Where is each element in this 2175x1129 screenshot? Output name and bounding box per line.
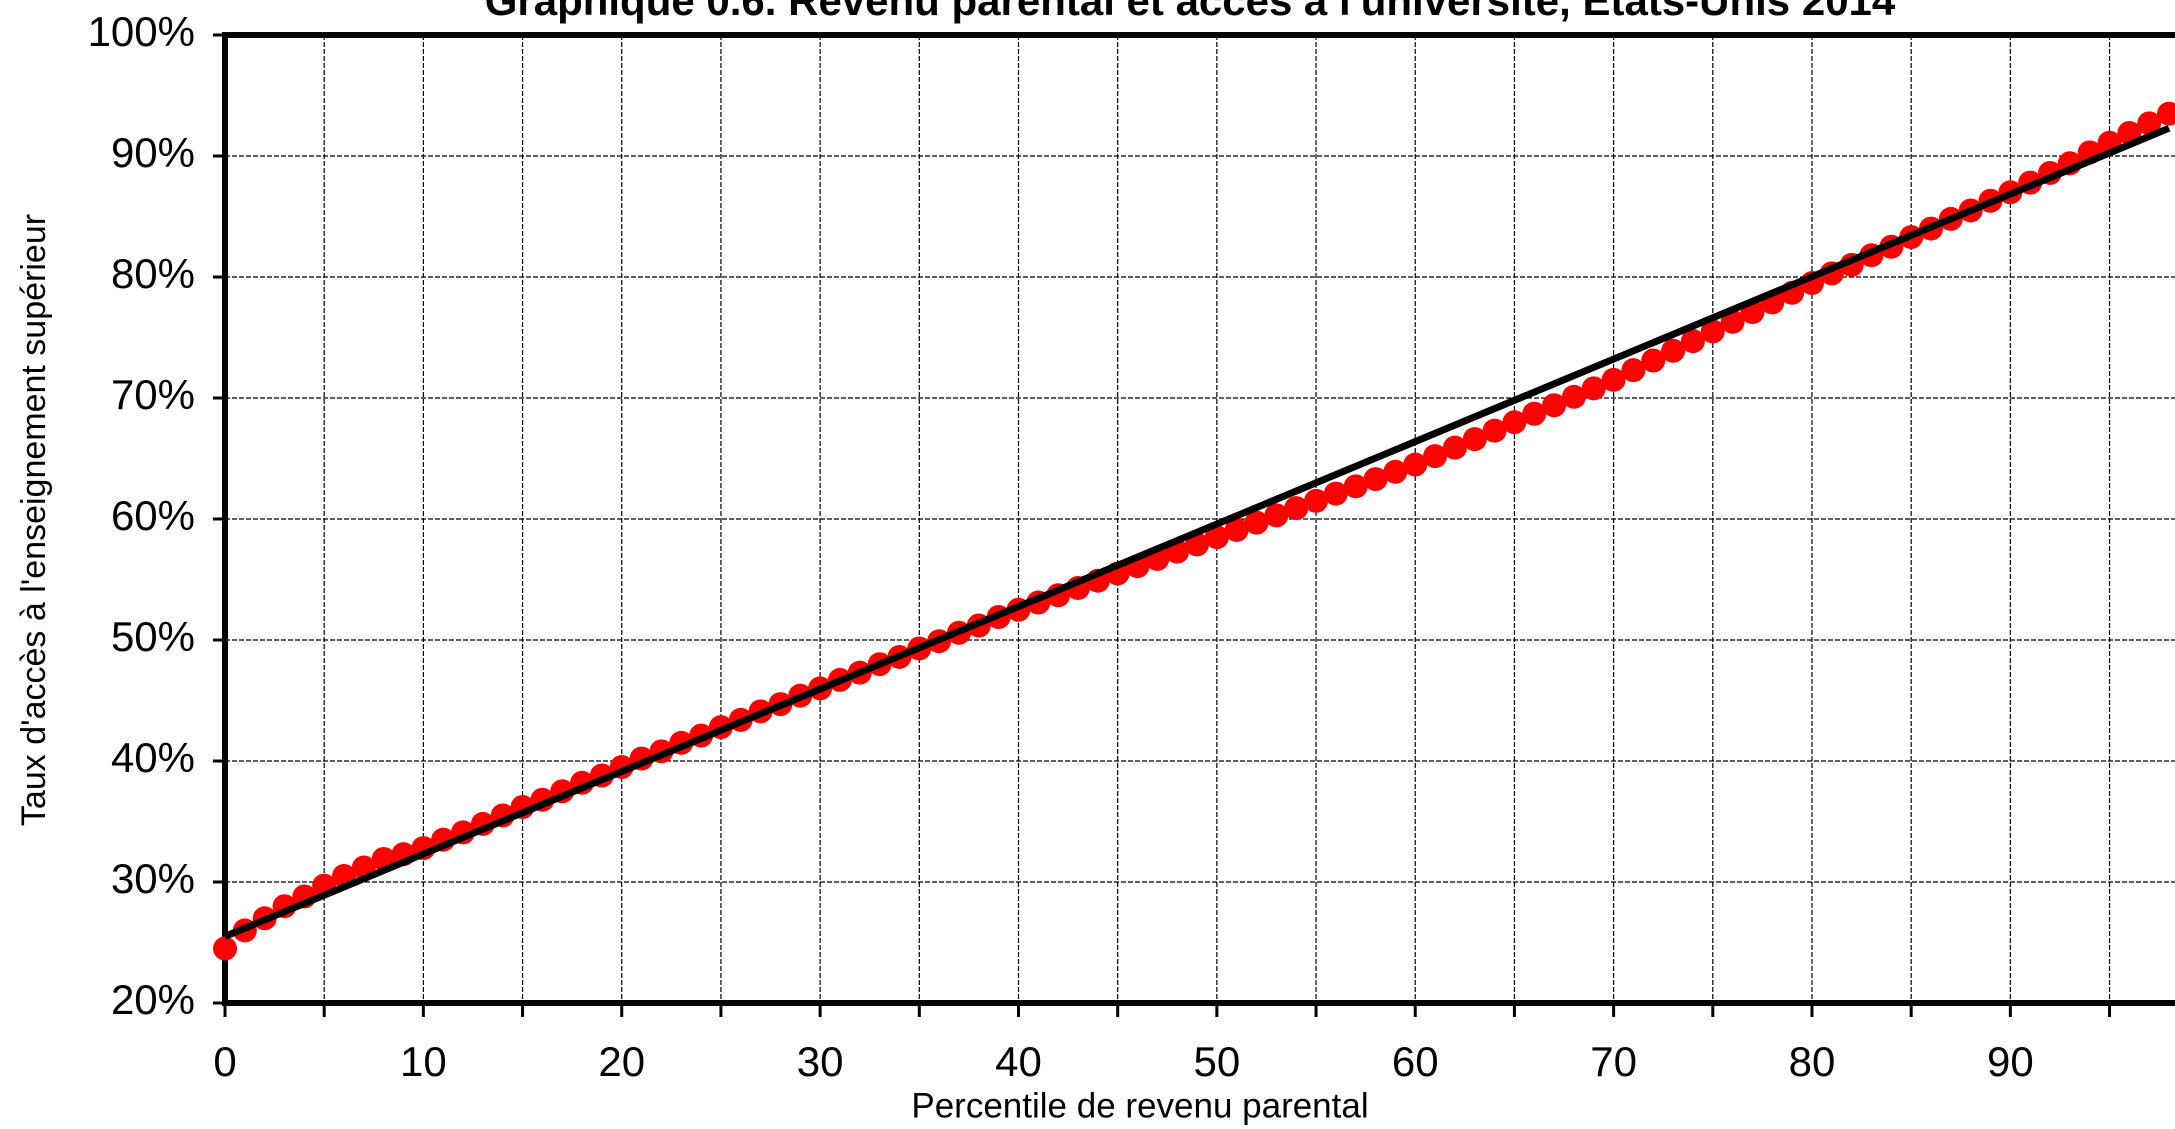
y-tick-label: 100% — [88, 8, 195, 55]
x-tick-label: 50 — [1194, 1038, 1241, 1085]
data-point — [1502, 410, 1527, 435]
data-point — [1304, 488, 1329, 513]
x-tick-label: 80 — [1789, 1038, 1836, 1085]
data-point — [1621, 358, 1646, 383]
data-point — [1581, 376, 1606, 401]
x-tick-label: 70 — [1590, 1038, 1637, 1085]
data-point — [213, 936, 237, 961]
data-point — [1482, 418, 1507, 443]
data-point — [1522, 401, 1547, 426]
data-point — [1204, 525, 1229, 550]
y-tick-label: 50% — [111, 613, 195, 660]
x-tick-label: 0 — [213, 1038, 236, 1085]
data-point — [1462, 427, 1487, 452]
y-tick-label: 70% — [111, 371, 195, 418]
x-axis-title: Percentile de revenu parental — [911, 1086, 1368, 1125]
data-point — [1323, 481, 1348, 506]
data-point — [1661, 338, 1686, 363]
x-tick-label: 30 — [797, 1038, 844, 1085]
data-point — [1700, 319, 1725, 344]
data-point — [2137, 111, 2162, 136]
x-tick-label: 90 — [1987, 1038, 2034, 1085]
data-point — [1641, 348, 1666, 373]
data-point — [1601, 367, 1626, 392]
x-tick-label: 60 — [1392, 1038, 1439, 1085]
data-point — [1343, 474, 1368, 499]
y-tick-label: 80% — [111, 250, 195, 297]
x-tick-label: 40 — [995, 1038, 1042, 1085]
data-point — [1442, 435, 1467, 460]
data-point — [2157, 101, 2175, 126]
data-point — [1363, 467, 1388, 492]
data-point — [1561, 384, 1586, 409]
y-tick-label: 30% — [111, 855, 195, 902]
y-tick-label: 60% — [111, 492, 195, 539]
data-point — [1423, 444, 1448, 469]
data-point — [1224, 517, 1249, 542]
fit-line — [223, 124, 2171, 940]
data-point — [1680, 329, 1705, 354]
y-axis-title: Taux d'accès à l'enseignement supérieur — [15, 214, 53, 826]
y-tick-label: 90% — [111, 129, 195, 176]
data-point — [1403, 452, 1428, 477]
data-point — [1284, 496, 1309, 521]
x-tick-label: 10 — [400, 1038, 447, 1085]
x-tick-label: 20 — [598, 1038, 645, 1085]
data-point — [1264, 503, 1289, 528]
chart-title: Graphique 0.6. Revenu parental et accès … — [485, 0, 1896, 24]
y-tick-label: 40% — [111, 734, 195, 781]
data-point — [1244, 510, 1269, 535]
data-point — [1383, 459, 1408, 484]
y-tick-label: 20% — [111, 976, 195, 1023]
data-point — [1542, 393, 1567, 418]
